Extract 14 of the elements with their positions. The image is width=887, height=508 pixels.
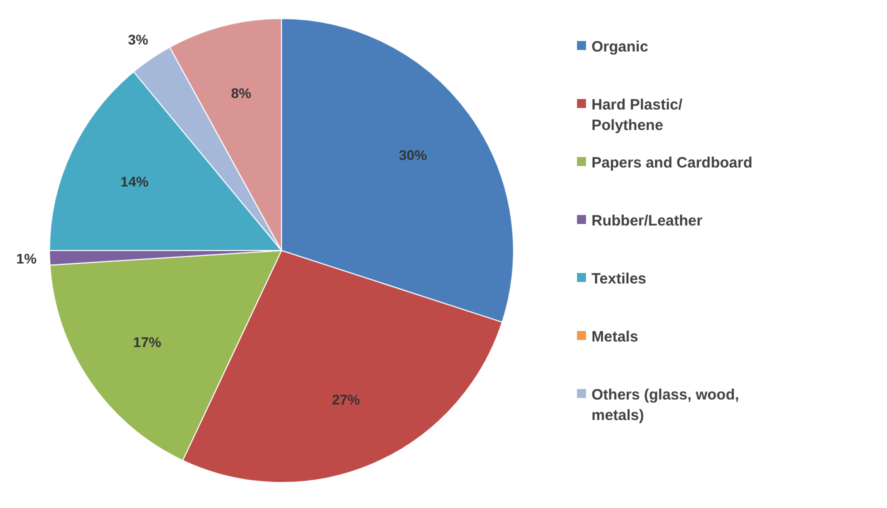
data-label: 14%	[120, 173, 150, 190]
legend-label: Papers and Cardboard	[592, 154, 752, 172]
legend-label: Metals	[592, 328, 638, 346]
legend-label: Textiles	[592, 270, 646, 288]
data-label: 17%	[133, 334, 162, 350]
legend-label: Rubber/Leather	[592, 212, 703, 230]
data-label: 8%	[230, 85, 252, 102]
data-label: 3%	[128, 31, 149, 48]
data-label: 30%	[398, 147, 428, 164]
data-label: 27%	[332, 392, 361, 408]
legend-label: Hard Plastic/ Polythene	[592, 96, 684, 134]
data-label: 1%	[16, 250, 38, 267]
legend-label: Organic	[592, 38, 648, 56]
legend-label: Others (glass, wood, metals)	[592, 386, 740, 424]
